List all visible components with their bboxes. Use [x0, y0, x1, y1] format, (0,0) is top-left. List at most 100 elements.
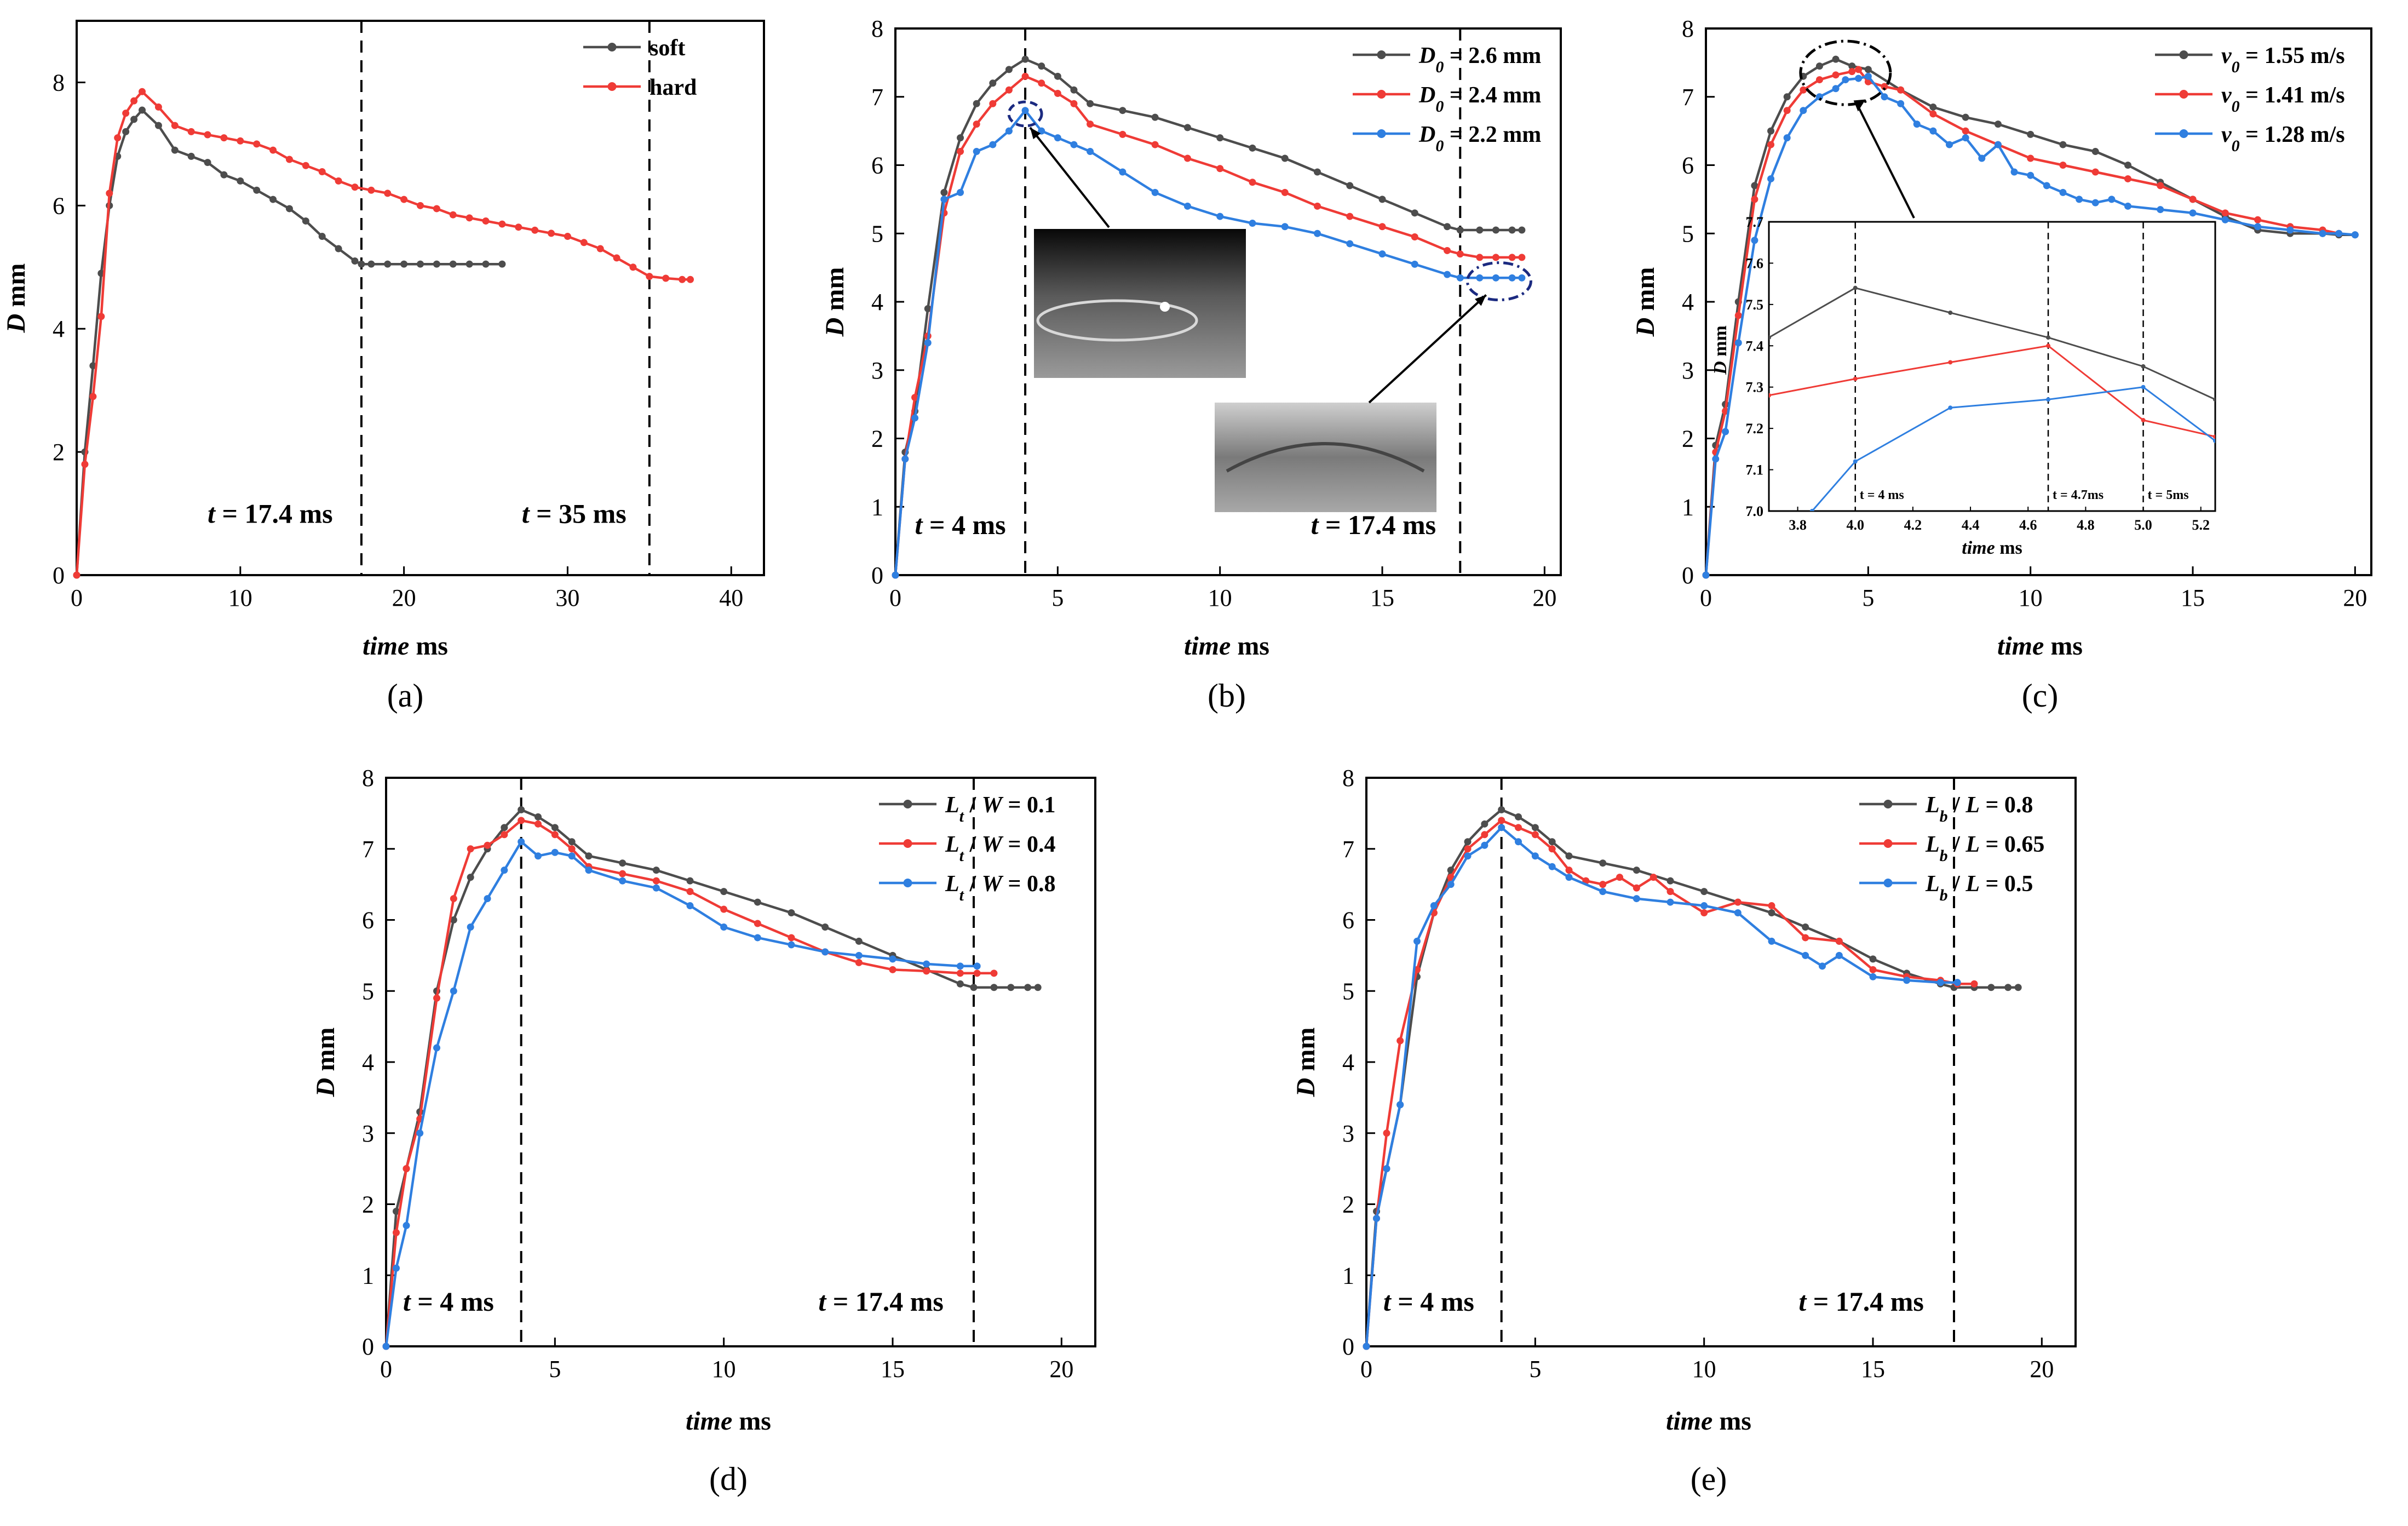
x-tick-label-a: 40 — [719, 584, 743, 611]
y-axis-label-italic: D — [1291, 1078, 1320, 1098]
data-point-b-1 — [1281, 188, 1289, 196]
inset-x-tick-label: 4.0 — [1846, 517, 1864, 533]
data-point-a-0 — [367, 260, 375, 268]
data-point-b-1 — [1518, 254, 1526, 261]
data-point-e-0 — [1768, 909, 1775, 917]
data-point-d-1 — [568, 845, 576, 853]
data-point-d-0 — [821, 923, 829, 931]
legend-marker-e — [1883, 879, 1893, 887]
data-point-c-1 — [1897, 86, 1905, 94]
data-point-d-2 — [821, 948, 829, 956]
data-point-a-1 — [384, 190, 392, 197]
annotation-italic: t — [1798, 1286, 1807, 1317]
data-point-b-2 — [1087, 148, 1094, 156]
inset-data-point-2 — [1948, 405, 1953, 410]
data-point-e-2 — [1383, 1165, 1390, 1173]
data-point-d-1 — [788, 934, 795, 942]
data-point-b-0 — [1346, 182, 1354, 190]
space — [1712, 1407, 1719, 1436]
inset-vline-label: t = 4 ms — [1860, 488, 1904, 502]
legend-slash: / — [1948, 793, 1966, 818]
x-axis-label-italic: time — [1184, 632, 1231, 661]
legend-slash: / — [964, 871, 982, 897]
y-tick-label-b: 5 — [871, 220, 883, 247]
data-point-d-1 — [467, 845, 474, 853]
inset-data-point-0 — [2141, 364, 2146, 369]
y-tick-label-c: 1 — [1682, 494, 1694, 520]
data-point-b-0 — [940, 188, 948, 196]
inset-data-point-2 — [2141, 385, 2146, 389]
legend-marker-a — [607, 43, 617, 51]
data-point-c-2 — [1722, 428, 1729, 435]
data-point-c-2 — [2027, 171, 2035, 179]
data-point-e-2 — [1481, 841, 1489, 849]
data-point-b-0 — [1476, 226, 1484, 234]
data-point-e-2 — [1531, 852, 1539, 860]
data-point-e-1 — [1734, 898, 1742, 906]
legend-text: = 0.8 — [1002, 871, 1055, 897]
data-point-d-0 — [686, 877, 694, 885]
legend-marker-c — [2179, 129, 2188, 138]
data-point-a-1 — [89, 393, 97, 400]
inset-frame — [1768, 221, 2216, 512]
inset-x-axis-label: time ms — [1962, 538, 2022, 558]
y-axis-label-italic: D — [311, 1078, 340, 1098]
data-point-d-1 — [686, 888, 694, 896]
annotation-italic: t — [818, 1286, 827, 1317]
x-tick-label-b: 15 — [1370, 584, 1394, 611]
space — [1231, 632, 1237, 661]
data-point-c-0 — [1783, 93, 1791, 101]
legend-slash: / — [1948, 871, 1966, 897]
series-line-d-2 — [384, 840, 978, 1347]
data-point-b-0 — [1492, 226, 1499, 234]
x-tick-label-c: 10 — [2019, 584, 2043, 611]
legend-text: hard — [650, 75, 697, 100]
data-point-d-0 — [1024, 984, 1032, 991]
data-point-b-1 — [1411, 233, 1418, 240]
y-tick-label-a: 0 — [53, 562, 65, 589]
data-point-e-0 — [1531, 824, 1539, 831]
x-tick-label-d: 20 — [1049, 1356, 1073, 1382]
inset-data-point-1 — [1853, 376, 1858, 381]
data-point-b-1 — [1492, 254, 1499, 261]
x-axis-label-a: time ms — [363, 632, 448, 661]
data-point-d-2 — [855, 951, 863, 959]
series-line-e-2 — [1365, 825, 1958, 1347]
x-axis-label-unit: ms — [2050, 632, 2083, 661]
inset-y-tick-label: 7.3 — [1746, 380, 1764, 395]
legend-text: soft — [650, 36, 685, 61]
data-point-c-0 — [2059, 141, 2067, 148]
legend-subscript: 0 — [2232, 137, 2240, 155]
data-point-d-2 — [393, 1264, 400, 1272]
y-tick-label-c: 4 — [1682, 289, 1694, 315]
y-axis-label-italic: D — [1631, 318, 1660, 337]
data-point-c-2 — [2108, 196, 2116, 203]
data-point-b-2 — [1183, 202, 1191, 210]
data-point-b-0 — [989, 79, 997, 87]
data-point-c-0 — [1848, 62, 1856, 70]
data-point-d-2 — [450, 987, 457, 995]
data-point-a-0 — [465, 260, 473, 268]
data-point-e-0 — [1802, 923, 1809, 931]
data-point-b-2 — [1508, 274, 1516, 282]
data-point-b-1 — [1346, 213, 1354, 220]
data-point-d-0 — [855, 937, 863, 945]
y-axis-label-unit: mm — [2, 263, 31, 307]
legend-marker-c — [2179, 50, 2188, 59]
data-point-d-0 — [990, 984, 998, 991]
data-point-c-1 — [1881, 83, 1888, 90]
y-axis-label-c: D mm — [1631, 267, 1660, 337]
data-point-e-2 — [1666, 898, 1674, 906]
y-axis-label-italic: D — [2, 314, 31, 334]
data-point-e-2 — [1498, 824, 1505, 831]
y-tick-label-e: 0 — [1342, 1333, 1354, 1360]
y-tick-label-e: 4 — [1342, 1049, 1354, 1076]
data-point-e-0 — [1700, 888, 1708, 896]
data-point-a-0 — [220, 171, 228, 179]
x-axis-label-italic: time — [686, 1407, 732, 1436]
x-tick-label-b: 5 — [1051, 584, 1064, 611]
data-point-b-2 — [940, 196, 948, 203]
plot-frame-d — [385, 777, 1096, 1347]
